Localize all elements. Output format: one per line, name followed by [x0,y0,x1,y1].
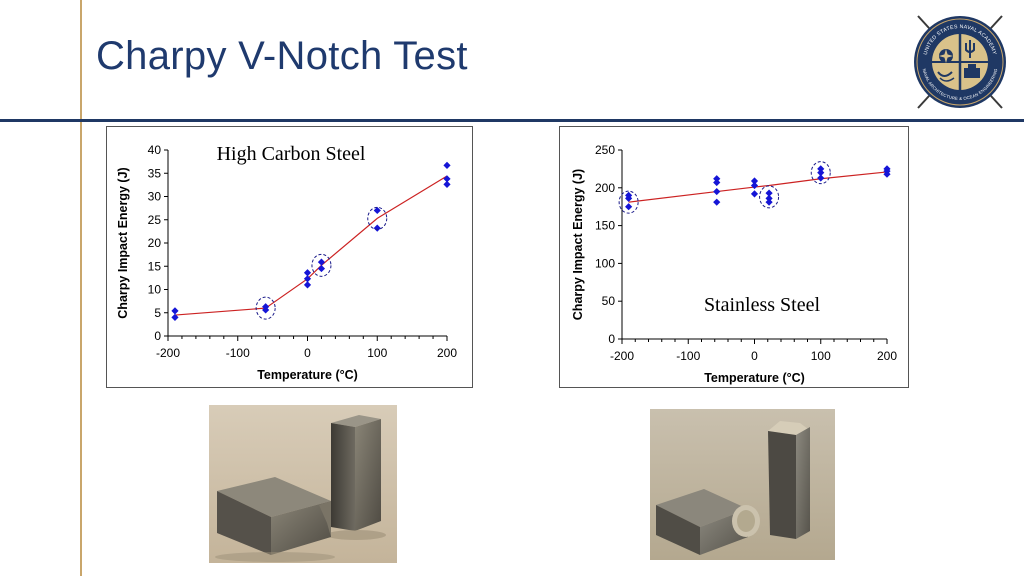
y-tick-label: 40 [148,143,162,157]
data-point [443,175,451,183]
stainless-steel-chart-svg: 0 50 100 150 200 250 -200 -100 0 100 200 Temperatur… [571,143,897,385]
data-point [317,258,326,266]
high-carbon-steel-chart-svg: 0 5 10 15 20 25 30 35 40 -200 -100 0 100 200 Temperatu… [116,143,457,382]
data-point [713,178,721,187]
data-point [713,198,721,206]
highlight-circle [255,296,276,320]
data-point [765,189,773,197]
x-tick-label: 100 [811,349,831,363]
x-tick-label: 100 [367,346,387,360]
data-point [373,224,381,232]
x-tick-label: 200 [877,349,897,363]
data-point [765,198,773,206]
x-tick-label: -200 [156,346,180,360]
data-point [750,190,759,198]
y-tick-label: 15 [148,259,162,273]
highlight-circle [759,185,780,209]
highlight-circle [367,206,388,230]
data-point [171,307,179,315]
y-tick-label: 5 [154,306,161,320]
data-point [303,281,312,289]
y-axis-label: Charpy Impact Energy (J) [116,167,130,318]
y-tick-label: 0 [154,329,161,343]
data-point [303,275,312,283]
trend-line [174,175,448,316]
y-tick-label: 10 [148,283,162,297]
y-tick-label: 150 [595,219,615,233]
data-point [817,165,825,173]
x-tick-label: 0 [304,346,311,360]
data-point [303,269,312,277]
chart-title: Stainless Steel [704,294,821,316]
fractured-stainless-steel-specimen-photo [650,409,835,560]
x-tick-label: -100 [226,346,250,360]
y-tick-label: 200 [595,181,615,195]
data-point [883,170,891,178]
fractured-high-carbon-steel-specimen-photo [209,405,397,563]
data-point [443,161,451,169]
highlight-circle [311,253,332,277]
x-axis-label: Temperature (°C) [704,371,805,385]
y-tick-label: 25 [148,213,162,227]
x-tick-label: -200 [610,349,634,363]
highlight-circle [618,190,639,214]
data-point [625,203,633,211]
y-tick-label: 35 [148,166,162,180]
x-tick-label: 0 [751,349,758,363]
data-point [713,187,721,196]
data-point [625,194,633,202]
high-carbon-steel-chart: 0 5 10 15 20 25 30 35 40 -200 -100 0 100 200 Temperatu… [106,126,473,388]
y-tick-label: 250 [595,143,615,157]
data-point [750,181,759,190]
y-axis-label: Charpy Impact Energy (J) [571,169,585,320]
data-point [443,180,451,189]
x-axis-label: Temperature (°C) [257,368,358,382]
y-tick-label: 20 [148,236,162,250]
naval-academy-seal-icon: UNITED STATES NAVAL ACADEMY NAVAL ARCHIT… [914,15,1006,109]
stainless-steel-chart: 0 50 100 150 200 250 -200 -100 0 100 200 Temperatur… [559,126,909,388]
data-point [817,169,825,177]
chart-title: High Carbon Steel [217,143,366,165]
trend-line [628,171,888,203]
y-tick-label: 30 [148,190,162,204]
title-divider-line [0,119,1024,122]
x-tick-label: -100 [676,349,700,363]
y-tick-label: 100 [595,256,615,270]
data-point [817,174,825,182]
y-tick-label: 50 [602,294,616,308]
x-tick-label: 200 [437,346,457,360]
y-tick-label: 0 [608,332,615,346]
accent-vertical-line [80,0,82,576]
data-point [317,264,326,273]
data-point [750,177,759,185]
slide-title: Charpy V-Notch Test [96,34,468,78]
data-point [373,206,381,215]
